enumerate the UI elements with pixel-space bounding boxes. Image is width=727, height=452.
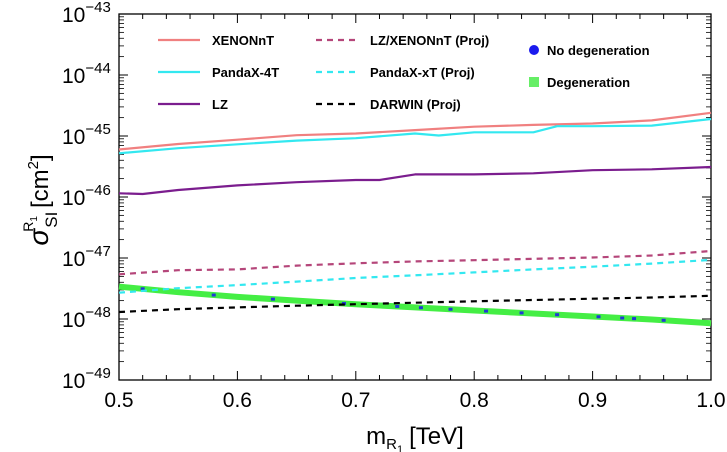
series-line xyxy=(118,111,712,151)
legend-label: DARWIN (Proj) xyxy=(370,97,461,112)
y-tick-label: 10−43 xyxy=(62,0,111,27)
x-tick-label: 0.9 xyxy=(578,389,607,412)
x-tick-labels: 0.5 0.6 0.7 0.8 0.9 1.0 xyxy=(104,389,725,412)
x-tick-label: 0.7 xyxy=(341,389,370,412)
y-tick-label: 10−45 xyxy=(62,121,111,149)
legend: XENONnT PandaX-4T LZ LZ/XENONnT (Proj) Panda… xyxy=(158,33,650,112)
no-degeneration-point xyxy=(555,313,560,317)
no-degeneration-point xyxy=(395,304,400,308)
legend-marker xyxy=(529,45,539,55)
series-line xyxy=(118,165,712,196)
no-degeneration-point xyxy=(484,309,489,313)
no-degeneration-point xyxy=(211,293,216,297)
x-tick-label: 0.6 xyxy=(223,389,252,412)
no-degeneration-point xyxy=(140,287,145,291)
legend-label: No degeneration xyxy=(547,43,650,58)
y-tick-label: 10−44 xyxy=(62,60,111,88)
legend-label: LZ/XENONnT (Proj) xyxy=(370,33,489,48)
svg-text:σSIR1[cm2]: σSIR1[cm2] xyxy=(20,154,61,245)
y-tick-label: 10−46 xyxy=(62,182,111,210)
no-degeneration-point xyxy=(418,306,423,310)
no-degeneration-point xyxy=(620,316,625,320)
legend-label: XENONnT xyxy=(212,33,274,48)
legend-label: Degeneration xyxy=(547,75,630,90)
y-tick-label: 10−49 xyxy=(62,365,111,393)
series-lines xyxy=(118,111,712,314)
x-tick-label: 0.5 xyxy=(104,389,133,412)
axis-ticks xyxy=(118,13,712,381)
legend-marker xyxy=(529,77,539,87)
no-degeneration-point xyxy=(270,297,275,301)
y-tick-label: 10−47 xyxy=(62,243,111,271)
x-tick-label: 0.8 xyxy=(460,389,489,412)
degeneration-band-line xyxy=(118,283,712,327)
legend-label: PandaX-4T xyxy=(212,65,279,80)
series-line xyxy=(118,117,712,155)
no-degeneration-point xyxy=(632,317,637,321)
legend-label: PandaX-xT (Proj) xyxy=(370,65,475,80)
no-degeneration-point xyxy=(519,311,524,315)
no-degeneration-point xyxy=(661,318,666,322)
y-tick-labels: 10−43 10−44 10−45 10−46 10−47 10−48 10−49 xyxy=(62,0,111,393)
x-tick-label: 1.0 xyxy=(696,389,725,412)
y-tick-label: 10−48 xyxy=(62,304,111,332)
y-axis-title: σSIR1[cm2] xyxy=(20,154,61,245)
no-degeneration-point xyxy=(448,307,453,311)
x-axis-title: mR1 [TeV] xyxy=(366,423,464,452)
no-degeneration-point xyxy=(596,315,601,319)
legend-label: LZ xyxy=(212,97,228,112)
